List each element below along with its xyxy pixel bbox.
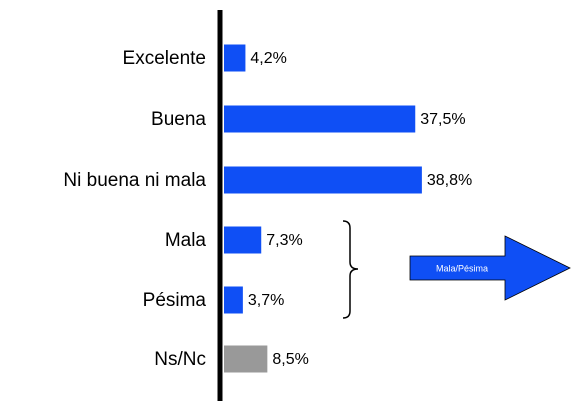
category-label: Buena [151, 109, 206, 130]
value-label: 8,5% [272, 351, 308, 368]
bar [224, 166, 422, 194]
value-label: 7,3% [266, 232, 302, 249]
bar [224, 105, 416, 133]
bar [224, 44, 246, 72]
category-label: Ni buena ni mala [63, 170, 206, 191]
value-label: 37,5% [420, 111, 465, 128]
bar [224, 226, 262, 254]
arrow [409, 235, 571, 301]
bar [224, 345, 268, 373]
category-label: Pésima [143, 290, 207, 311]
category-label: Ns/Nc [154, 349, 206, 370]
brace [342, 220, 359, 319]
value-label: 38,8% [427, 172, 472, 189]
category-label: Mala [165, 230, 207, 251]
value-label: 3,7% [248, 292, 284, 309]
category-label: Excelente [123, 48, 206, 69]
value-label: 4,2% [250, 50, 286, 67]
annotation: Mala/Pésima [436, 263, 488, 273]
bar [224, 286, 243, 314]
